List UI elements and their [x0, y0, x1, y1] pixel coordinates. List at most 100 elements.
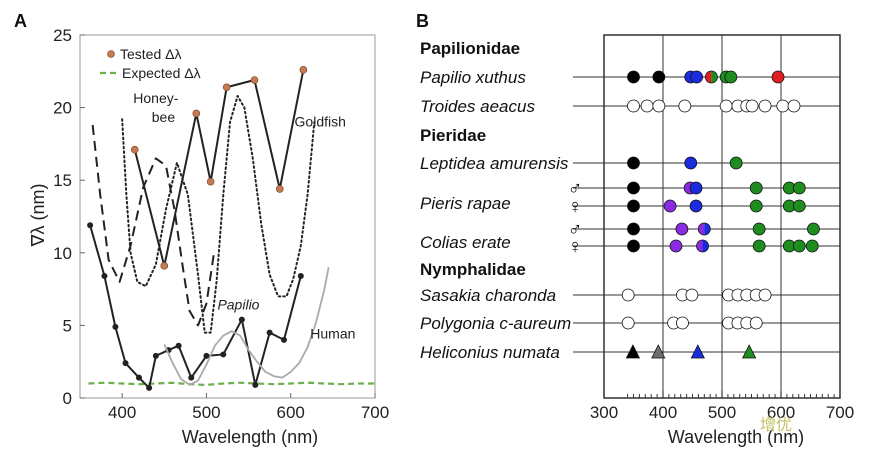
female-symbol: ♀: [568, 196, 583, 218]
annotation-bee: bee: [152, 109, 176, 125]
family-label: Pieridae: [420, 126, 486, 145]
legend-label-expected: Expected Δλ: [122, 65, 201, 81]
panel-b-x-axis-label: Wavelength (nm): [668, 427, 804, 447]
family-label: Nymphalidae: [420, 260, 526, 279]
x-tick-label: 500: [192, 403, 220, 422]
receptor-circle: [678, 99, 692, 113]
receptor-circle: [689, 199, 703, 213]
y-tick-label: 10: [53, 244, 72, 263]
data-point: [297, 273, 304, 280]
receptor-circle: [627, 239, 640, 253]
receptor-circle: [745, 99, 759, 113]
annotation-papilio: Papilio: [217, 296, 259, 312]
receptor-circle: [621, 288, 635, 302]
receptor-triangle: [690, 344, 705, 359]
receptor-circle: [669, 239, 683, 253]
female-symbol: ♀: [568, 236, 583, 258]
data-point: [203, 352, 210, 359]
panel-b-chart: Papilionidae Papilio xuthus Troides aeacus…: [420, 34, 854, 447]
tested-point: [160, 262, 169, 270]
annotation-human: Human: [310, 325, 355, 341]
receptor-circle: [749, 316, 763, 330]
watermark: 增优: [760, 416, 792, 434]
series-line-5: [163, 267, 330, 386]
y-tick-label: 20: [53, 99, 72, 118]
receptor-circle: [776, 99, 790, 113]
receptor-circle: [640, 99, 654, 113]
species-label: Sasakia charonda: [420, 286, 556, 305]
legend-marker-tested: [107, 50, 115, 58]
receptor-circle: [685, 288, 699, 302]
series-line-2: [89, 224, 302, 389]
male-symbol: ♂: [568, 178, 583, 200]
species-label: Troides aeacus: [420, 97, 535, 116]
receptor-circle: [752, 239, 766, 253]
panel-b-label: B: [416, 11, 429, 31]
species-label: Polygonia c-aureum: [420, 314, 571, 333]
receptor-circle: [749, 199, 763, 213]
species-label: Pieris rapae: [420, 194, 511, 213]
receptor-circle: [675, 222, 689, 236]
receptor-circle: [792, 239, 806, 253]
panel-a-chart: 400 500 600 700 0 5 10 15 20 25 Honey-bee Goldfish…: [28, 26, 389, 447]
receptor-circle: [627, 199, 640, 213]
panel-a-y-axis-label: ∇λ (nm): [28, 183, 48, 247]
receptor-circle: [729, 156, 743, 170]
receptor-circle: [752, 222, 766, 236]
species-label: Heliconius numata: [420, 343, 560, 362]
y-tick-label: 25: [53, 26, 72, 45]
receptor-circle: [627, 99, 640, 113]
x-tick-label: 300: [590, 403, 618, 422]
receptor-circle: [758, 288, 772, 302]
x-tick-label: 700: [826, 403, 854, 422]
x-tick-label: 500: [708, 403, 736, 422]
receptor-circle: [787, 99, 801, 113]
series-line-0: [133, 69, 305, 267]
legend-label-tested: Tested Δλ: [120, 46, 182, 62]
receptor-triangle: [651, 344, 666, 359]
receptor-circle: [652, 70, 666, 84]
panel-a-legend: Tested Δλ Expected Δλ: [100, 46, 201, 81]
receptor-circle: [652, 99, 666, 113]
data-point: [266, 329, 273, 336]
receptor-circle: [689, 181, 703, 195]
family-label: Papilionidae: [420, 39, 520, 58]
data-point: [146, 384, 153, 391]
tested-point: [130, 145, 139, 154]
receptor-circle: [805, 239, 819, 253]
receptor-circle: [758, 99, 772, 113]
data-point: [175, 342, 182, 349]
tested-point: [250, 76, 259, 84]
y-tick-label: 0: [63, 389, 72, 408]
receptor-split-circle: [704, 70, 718, 84]
panel-a-frame: [79, 34, 376, 399]
receptor-circle: [792, 199, 806, 213]
tested-point: [192, 109, 201, 118]
tested-point: [206, 177, 215, 186]
y-tick-label: 5: [63, 316, 72, 335]
species-label: Leptidea amurensis: [420, 154, 569, 173]
receptor-circle: [771, 70, 785, 84]
species-label: Papilio xuthus: [420, 68, 526, 87]
receptor-circle: [676, 316, 689, 330]
x-tick-label: 600: [277, 403, 305, 422]
series-line-3: [91, 124, 216, 327]
male-symbol: ♂: [568, 219, 583, 241]
series-line-4: [121, 94, 316, 334]
tested-point: [299, 66, 308, 74]
receptor-circle: [663, 199, 677, 213]
receptor-circle: [749, 181, 763, 195]
series-line-1: [88, 381, 375, 387]
data-point: [112, 323, 119, 330]
tested-point: [275, 185, 284, 193]
data-point: [87, 222, 94, 229]
data-point: [101, 273, 108, 280]
panel-a-x-axis-label: Wavelength (nm): [182, 427, 318, 447]
x-tick-label: 400: [649, 403, 677, 422]
receptor-circle: [627, 222, 640, 236]
x-tick-label: 600: [767, 403, 795, 422]
receptor-circle: [807, 222, 820, 236]
receptor-triangle: [625, 344, 641, 359]
species-label: Colias erate: [420, 233, 511, 252]
